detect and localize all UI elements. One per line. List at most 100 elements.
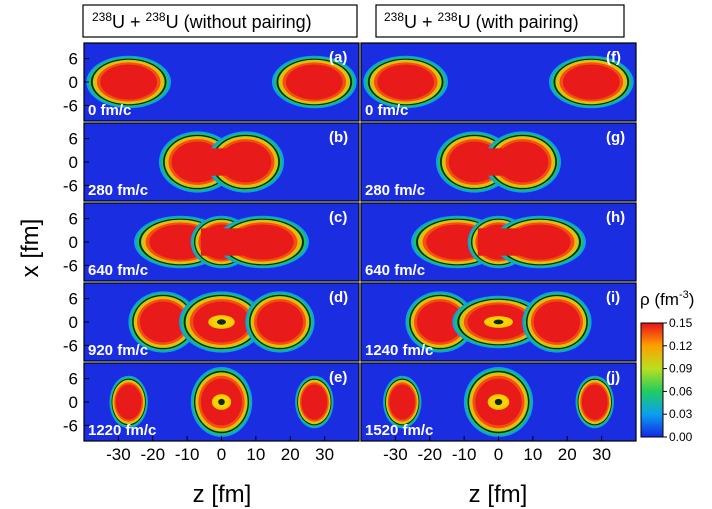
ticks-group: 60-660-660-660-660-6-30 -20 -10 0 10 20 30 -30-…: [63, 50, 611, 464]
colorbar-tick-label: 0.06: [669, 384, 693, 398]
density-blob: [383, 375, 422, 429]
density-blob: [295, 375, 334, 429]
density-blob: [363, 55, 449, 109]
title-tail: U (with pairing): [458, 12, 579, 32]
x-tick-label: 20: [281, 445, 300, 464]
panel-time-label: 920 fm/c: [88, 342, 148, 359]
panel-letter-label: (i): [606, 289, 620, 306]
colorbar-tick-label: 0.00: [669, 430, 693, 444]
density-blob: [463, 367, 534, 437]
x-tick-label: -20: [417, 445, 442, 464]
density-blob: [109, 375, 148, 429]
panel-d: 920 fm/c (d): [83, 282, 360, 362]
panel-letter-label: (f): [606, 49, 621, 66]
title-tail: U (without pairing): [166, 12, 312, 32]
y-tick-label: 6: [69, 130, 78, 149]
y-axis-title: x [fm]: [17, 219, 44, 278]
y-tick-label: -6: [63, 256, 78, 275]
x-tick-label: 10: [523, 445, 542, 464]
panel-f: 0 fm/c (f): [360, 42, 637, 122]
title-mass-2: 238: [146, 10, 166, 24]
panels-group: 0 fm/c (a) 280 fm/c (b) 640 fm/c (c) 920 fm/c (…: [83, 42, 637, 442]
title-mass-1: 238: [92, 10, 112, 24]
density-blob: [128, 291, 198, 353]
panel-time-label: 1520 fm/c: [365, 422, 433, 439]
panel-j: 1520 fm/c (j): [360, 362, 637, 442]
x-tick-label: -20: [140, 445, 165, 464]
x-tick-label: 10: [246, 445, 265, 464]
x-tick-label: -10: [175, 445, 200, 464]
panel-letter-label: (g): [606, 129, 625, 146]
panel-letter-label: (d): [329, 289, 348, 306]
panel-b: 280 fm/c (b): [83, 122, 360, 202]
colorbar-gradient: [640, 322, 664, 438]
panel-a: 0 fm/c (a): [83, 42, 360, 122]
title-mass-2: 238: [438, 10, 458, 24]
x-tick-label: 0: [494, 445, 503, 464]
panel-letter-label: (j): [606, 369, 620, 386]
colorbar-tick-label: 0.03: [669, 407, 693, 421]
x-axis-title-right: z [fm]: [469, 481, 528, 508]
panel-time-label: 0 fm/c: [88, 102, 131, 119]
x-tick-label: -10: [452, 445, 477, 464]
density-blob: [575, 375, 614, 429]
density-blob: [190, 367, 253, 437]
density-blob: [179, 291, 264, 353]
colorbar-tick-label: 0.09: [669, 362, 693, 376]
right-column-title: 238U + 238U (with pairing): [375, 4, 625, 38]
y-tick-label: -6: [63, 336, 78, 355]
y-tick-label: 6: [69, 210, 78, 229]
y-tick-label: -6: [63, 96, 78, 115]
y-tick-label: 6: [69, 290, 78, 309]
panel-time-label: 280 fm/c: [365, 182, 425, 199]
x-axis-title-left: z [fm]: [193, 481, 252, 508]
panel-letter-label: (b): [329, 129, 348, 146]
panel-time-label: 1220 fm/c: [88, 422, 156, 439]
title-mid: U +: [112, 12, 146, 32]
panel-letter-label: (a): [329, 49, 347, 66]
x-tick-label: 20: [558, 445, 577, 464]
colorbar-label: ρ (fm-3): [640, 289, 694, 309]
density-blob: [405, 291, 475, 353]
panel-letter-label: (c): [329, 209, 347, 226]
y-tick-label: 0: [69, 73, 78, 92]
y-tick-label: 0: [69, 313, 78, 332]
y-tick-label: 0: [69, 233, 78, 252]
density-blob: [245, 291, 315, 353]
panel-i: 1240 fm/c (i): [360, 282, 637, 362]
y-tick-label: 0: [69, 153, 78, 172]
svg-text:238U + 238U (without pairing): 238U + 238U (without pairing): [92, 10, 312, 32]
density-blob: [522, 291, 592, 353]
density-blob: [86, 55, 172, 109]
panel-time-label: 1240 fm/c: [365, 342, 433, 359]
x-tick-label: 30: [592, 445, 611, 464]
panel-time-label: 0 fm/c: [365, 102, 408, 119]
density-blob: [548, 55, 634, 109]
y-tick-label: 6: [69, 370, 78, 389]
y-tick-label: -6: [63, 416, 78, 435]
colorbar: ρ (fm-3) 0.15 0.12 0.09 0.06 0.03 0.00: [640, 289, 694, 444]
panel-h: 640 fm/c (h): [360, 202, 637, 282]
density-blob: [484, 131, 562, 193]
x-tick-label: -30: [383, 445, 408, 464]
panel-c: 640 fm/c (c): [83, 202, 360, 282]
panel-letter-label: (h): [606, 209, 625, 226]
y-tick-label: 0: [69, 393, 78, 412]
title-mid: U +: [404, 12, 438, 32]
y-tick-label: 6: [69, 50, 78, 69]
x-tick-label: 30: [315, 445, 334, 464]
panel-time-label: 640 fm/c: [365, 262, 425, 279]
density-blob: [452, 295, 545, 349]
title-mass-1: 238: [384, 10, 404, 24]
panel-g: 280 fm/c (g): [360, 122, 637, 202]
y-tick-label: -6: [63, 176, 78, 195]
svg-text:238U + 238U (with pairing): 238U + 238U (with pairing): [384, 10, 579, 32]
colorbar-tick-label: 0.12: [669, 339, 693, 353]
panel-time-label: 280 fm/c: [88, 182, 148, 199]
density-blob: [271, 55, 357, 109]
x-tick-label: -30: [106, 445, 131, 464]
panel-e: 1220 fm/c (e): [83, 362, 360, 442]
left-column-title: 238U + 238U (without pairing): [82, 4, 358, 38]
x-tick-label: 0: [217, 445, 226, 464]
